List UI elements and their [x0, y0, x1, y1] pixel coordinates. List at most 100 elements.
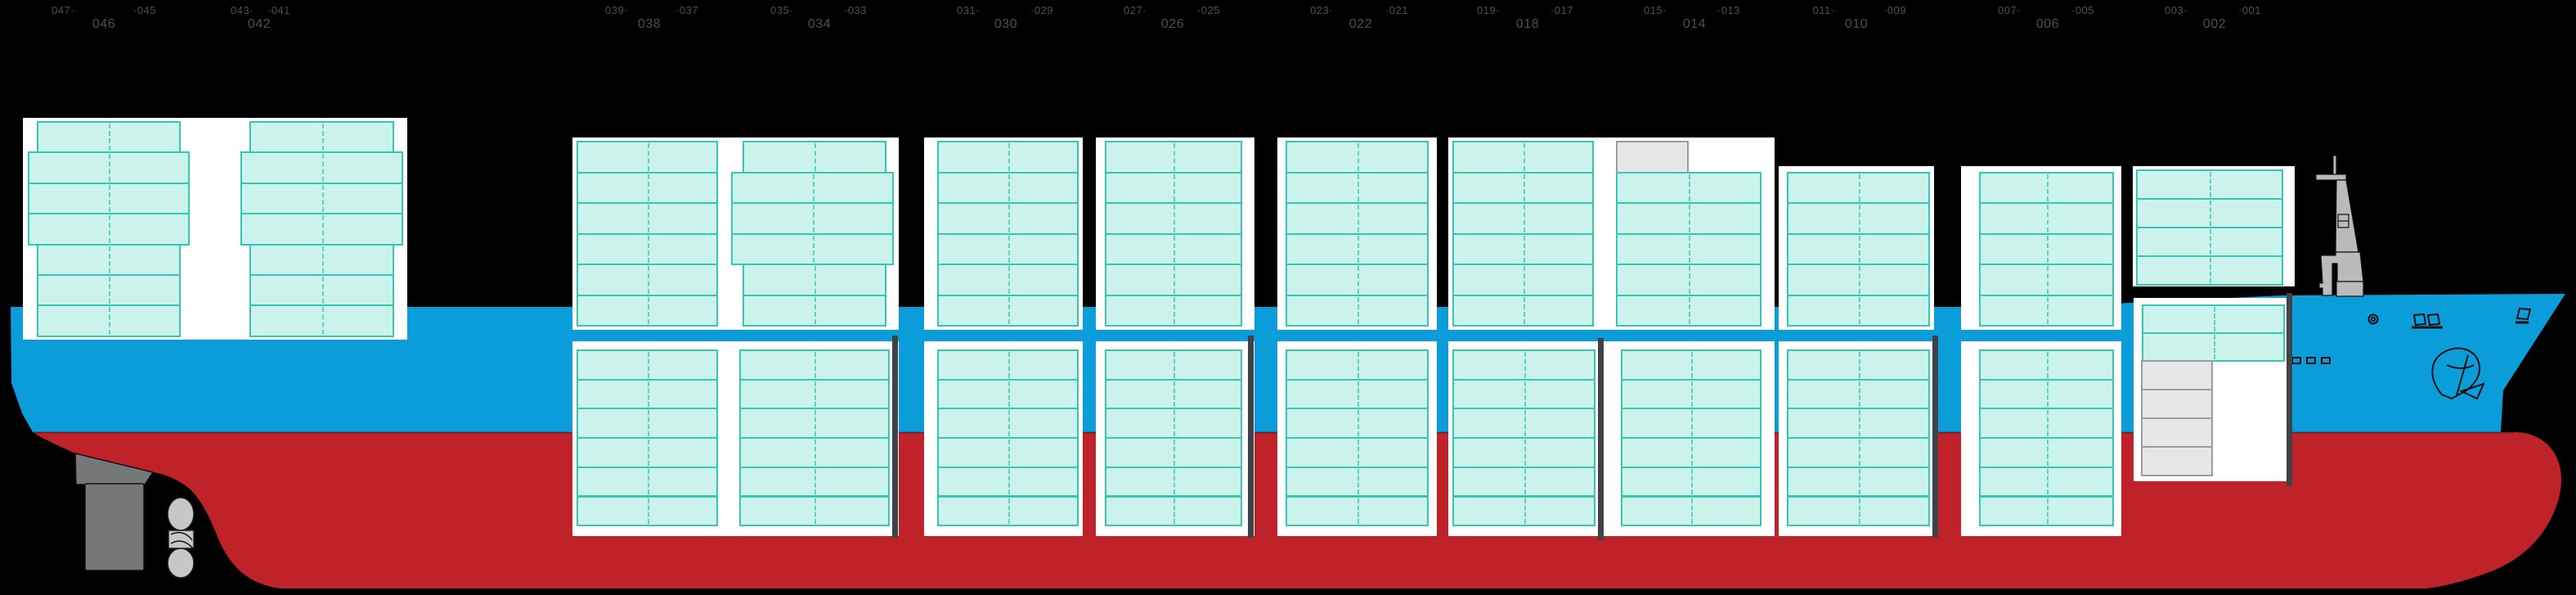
container-cell-bay-010-below-tier4[interactable]: [1787, 408, 1930, 439]
container-cell-bay-014-below-tier5[interactable]: [1621, 378, 1761, 410]
container-cell-bay-026-deck-tier1[interactable]: [1105, 294, 1242, 327]
container-cell-bay-006-deck-tier5[interactable]: [1979, 171, 2114, 204]
container-cell-bay-042-deck-tier1[interactable]: [249, 304, 394, 337]
container-cell-bay-034-deck-tier1[interactable]: [743, 294, 886, 327]
container-cell-bay-002-deck-tier3[interactable]: [2136, 198, 2283, 228]
bay-label-026[interactable]: 026: [1160, 17, 1185, 31]
container-cell-bay-026-below-tier2[interactable]: [1105, 466, 1242, 498]
container-cell-bay-038-deck-tier2[interactable]: [577, 264, 718, 296]
container-cell-bay-026-deck-tier2[interactable]: [1105, 264, 1242, 296]
container-cell-bay-002-deck-tier2[interactable]: [2136, 227, 2283, 257]
container-cell-bay-030-below-tier3[interactable]: [937, 437, 1079, 468]
container-cell-bay-034-below-tier3[interactable]: [739, 437, 890, 468]
container-cell-bay-018-below-tier3[interactable]: [1452, 437, 1595, 468]
container-cell-bay-046-deck-tier5[interactable]: [28, 182, 190, 215]
container-cell-bay-006-below-tier1[interactable]: [1979, 495, 2114, 527]
bay-label-017[interactable]: ·017: [1550, 4, 1574, 16]
container-cell-bay-022-below-tier1[interactable]: [1286, 495, 1429, 527]
container-cell-bay-038-deck-tier3[interactable]: [577, 232, 718, 265]
container-cell-bay-018-below-tier4[interactable]: [1452, 408, 1595, 439]
container-cell-bay-026-below-tier6[interactable]: [1105, 349, 1242, 381]
container-cell-bay-006-below-tier2[interactable]: [1979, 466, 2114, 498]
container-cell-bay-038-deck-tier1[interactable]: [577, 294, 718, 327]
container-cell-bay-010-below-tier6[interactable]: [1787, 349, 1930, 381]
bay-label-019[interactable]: 019·: [1476, 4, 1501, 16]
container-cell-bay-010-deck-tier1[interactable]: [1787, 294, 1930, 327]
bay-label-006[interactable]: 006: [2035, 17, 2060, 31]
container-cell-bay-006-deck-tier4[interactable]: [1979, 202, 2114, 235]
container-cell-bay-042-deck-tier3[interactable]: [249, 243, 394, 276]
container-cell-bay-030-deck-tier2[interactable]: [937, 264, 1079, 296]
container-cell-bay-010-below-tier5[interactable]: [1787, 378, 1930, 410]
container-cell-bay-042-deck-tier2[interactable]: [249, 274, 394, 307]
container-cell-bay-026-deck-tier6[interactable]: [1105, 141, 1242, 174]
container-cell-bay-046-deck-tier6[interactable]: [28, 151, 190, 184]
container-cell-bay-018-deck-tier4[interactable]: [1452, 202, 1594, 235]
container-cell-bay-002-deck-tier1[interactable]: [2136, 255, 2283, 286]
bay-label-043[interactable]: 043·: [230, 4, 254, 16]
container-cell-bay-026-below-tier4[interactable]: [1105, 408, 1242, 439]
container-cell-bay-038-deck-tier6[interactable]: [577, 141, 718, 174]
container-cell-bay-046-deck-tier7[interactable]: [37, 121, 181, 154]
container-cell-bay-038-deck-tier5[interactable]: [577, 171, 718, 204]
container-cell-bay-030-deck-tier1[interactable]: [937, 294, 1079, 327]
container-cell-bay-022-deck-tier6[interactable]: [1286, 141, 1429, 174]
container-cell-bay-002-below-gray-20ft-tier2[interactable]: [2141, 417, 2213, 448]
container-cell-bay-006-deck-tier3[interactable]: [1979, 232, 2114, 265]
container-cell-bay-030-below-tier4[interactable]: [937, 408, 1079, 439]
bay-label-047[interactable]: 047·: [51, 4, 75, 16]
bay-label-031[interactable]: 031·: [956, 4, 981, 16]
container-cell-bay-014-below-tier3[interactable]: [1621, 437, 1761, 468]
container-cell-bay-034-below-tier6[interactable]: [739, 349, 890, 381]
container-cell-bay-026-below-tier5[interactable]: [1105, 378, 1242, 410]
container-cell-bay-030-below-tier1[interactable]: [937, 495, 1079, 527]
container-cell-bay-022-below-tier2[interactable]: [1286, 466, 1429, 498]
bay-label-007[interactable]: 007·: [1997, 4, 2022, 16]
container-cell-bay-030-deck-tier6[interactable]: [937, 141, 1079, 174]
container-cell-bay-002-below-tier1[interactable]: [2142, 332, 2285, 362]
bay-label-045[interactable]: ·045: [132, 4, 157, 16]
container-cell-bay-030-deck-tier3[interactable]: [937, 232, 1079, 265]
container-cell-bay-002-below-gray-20ft-tier1[interactable]: [2141, 446, 2213, 476]
container-cell-bay-022-below-tier4[interactable]: [1286, 408, 1429, 439]
container-cell-bay-022-deck-tier5[interactable]: [1286, 171, 1429, 204]
container-cell-bay-042-deck-tier4[interactable]: [240, 213, 403, 246]
container-cell-bay-034-deck-tier3[interactable]: [731, 232, 894, 265]
bay-label-014[interactable]: 014: [1682, 17, 1707, 31]
bay-label-025[interactable]: ·025: [1196, 4, 1221, 16]
container-cell-bay-010-below-tier2[interactable]: [1787, 466, 1930, 498]
container-cell-bay-018-below-tier1[interactable]: [1452, 495, 1595, 527]
bay-label-037[interactable]: ·037: [675, 4, 699, 16]
container-cell-bay-030-below-tier5[interactable]: [937, 378, 1079, 410]
container-cell-bay-042-deck-tier5[interactable]: [240, 182, 403, 215]
container-cell-bay-010-deck-tier2[interactable]: [1787, 264, 1930, 296]
container-cell-bay-014-below-tier6[interactable]: [1621, 349, 1761, 381]
bay-label-023[interactable]: 023·: [1309, 4, 1334, 16]
container-cell-bay-038-below-tier2[interactable]: [577, 466, 718, 498]
container-cell-bay-010-deck-tier3[interactable]: [1787, 232, 1930, 265]
container-cell-bay-038-below-tier1[interactable]: [577, 495, 718, 527]
bay-label-003[interactable]: 003·: [2164, 4, 2188, 16]
container-cell-bay-034-below-tier4[interactable]: [739, 408, 890, 439]
container-cell-bay-014-below-tier2[interactable]: [1621, 466, 1761, 498]
bay-label-034[interactable]: 034: [807, 17, 832, 31]
container-cell-bay-006-below-tier4[interactable]: [1979, 408, 2114, 439]
container-cell-bay-034-deck-tier6[interactable]: [743, 141, 886, 174]
bay-label-022[interactable]: 022: [1349, 17, 1373, 31]
container-cell-bay-014-deck-tier3[interactable]: [1616, 232, 1761, 265]
bay-label-042[interactable]: 042: [247, 17, 272, 31]
container-cell-bay-010-below-tier3[interactable]: [1787, 437, 1930, 468]
container-cell-bay-006-below-tier5[interactable]: [1979, 378, 2114, 410]
container-cell-bay-046-deck-tier2[interactable]: [37, 274, 181, 307]
container-cell-bay-034-deck-tier4[interactable]: [731, 202, 894, 235]
container-cell-bay-042-deck-tier7[interactable]: [249, 121, 394, 154]
container-cell-bay-038-below-tier3[interactable]: [577, 437, 718, 468]
container-cell-bay-002-deck-tier4[interactable]: [2136, 169, 2283, 200]
bay-label-039[interactable]: 039·: [604, 4, 629, 16]
bay-label-010[interactable]: 010: [1844, 17, 1869, 31]
bay-label-013[interactable]: ·013: [1717, 4, 1741, 16]
container-cell-bay-018-deck-tier5[interactable]: [1452, 171, 1594, 204]
container-cell-bay-022-deck-tier4[interactable]: [1286, 202, 1429, 235]
container-cell-bay-034-below-tier2[interactable]: [739, 466, 890, 498]
container-cell-bay-046-deck-tier1[interactable]: [37, 304, 181, 337]
